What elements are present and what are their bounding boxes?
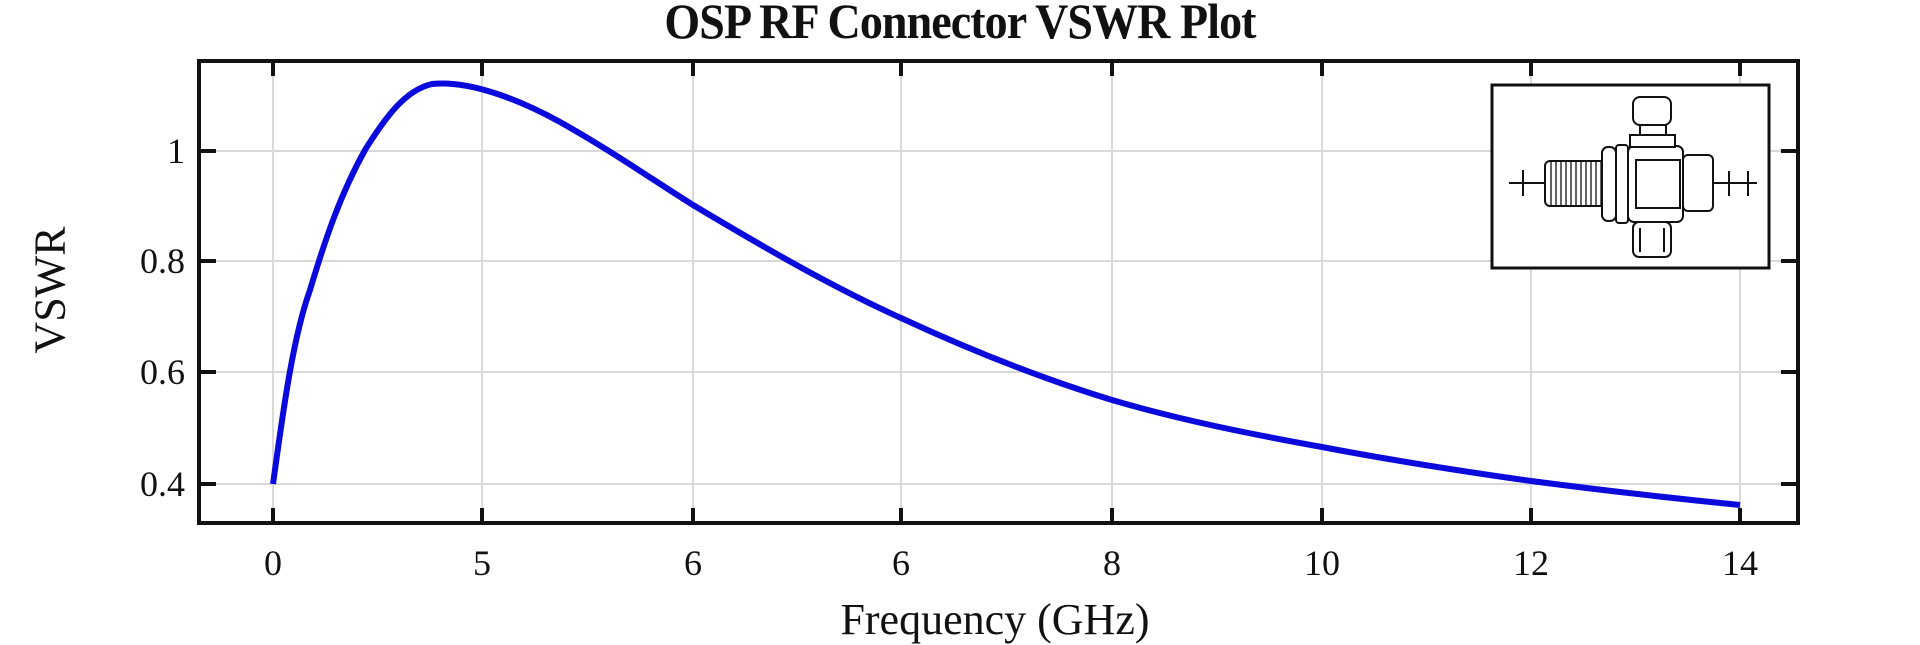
vswr-curve <box>270 80 1741 508</box>
x-tick-label: 12 <box>1513 543 1549 583</box>
connector-inset <box>1490 83 1771 270</box>
x-tick-label: 10 <box>1304 543 1340 583</box>
y-tick-label: 0.6 <box>140 352 185 392</box>
y-tick-label: 1 <box>167 131 185 171</box>
connector-drawing-icon <box>1509 96 1757 258</box>
axes-frame <box>197 59 1800 525</box>
y-tick-label: 0.8 <box>140 241 185 281</box>
y-tick-label: 0.4 <box>140 464 185 504</box>
x-tick-label: 6 <box>684 543 702 583</box>
chart-title: OSP RF Connector VSWR Plot <box>664 0 1256 49</box>
x-tick-label: 14 <box>1722 543 1758 583</box>
x-tick-label: 0 <box>264 543 282 583</box>
x-tick-label: 5 <box>473 543 491 583</box>
tick-marks <box>199 61 1798 523</box>
x-tick-label: 6 <box>892 543 910 583</box>
x-tick-label: 8 <box>1103 543 1121 583</box>
x-axis-label: Frequency (GHz) <box>840 595 1150 644</box>
